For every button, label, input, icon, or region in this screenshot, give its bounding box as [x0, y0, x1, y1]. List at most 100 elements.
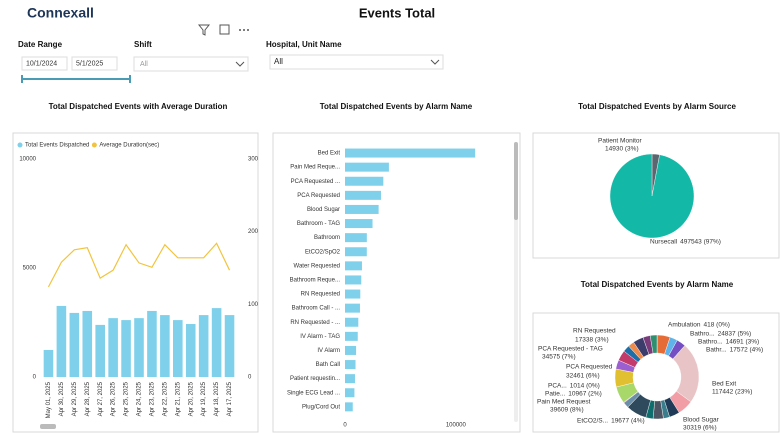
date-end-input[interactable]	[71, 56, 118, 71]
slice-value-label: 14930 (3%)	[605, 146, 639, 153]
slice-value-label: 24837 (5%)	[718, 331, 752, 338]
x-tick-label: Apr 23, 2025	[150, 381, 156, 416]
chevron	[430, 59, 440, 65]
logo: Connexall	[27, 5, 94, 21]
bar	[82, 310, 93, 377]
slider-handle[interactable]	[21, 75, 23, 83]
bar	[211, 308, 222, 377]
y-tick-label: Bathroom Reque...	[290, 278, 341, 284]
date-end: 5/1/2025	[76, 60, 103, 67]
bar	[345, 275, 362, 285]
slice-label: PCA...	[548, 383, 567, 390]
bar	[345, 317, 359, 327]
bar	[345, 204, 379, 214]
legend-swatch	[91, 142, 97, 148]
bar	[345, 360, 356, 370]
bar	[147, 310, 157, 377]
x-tick-label: Apr 28, 2025	[85, 381, 91, 416]
focus-icon[interactable]	[219, 24, 230, 35]
slice-label: Bathr...	[706, 347, 727, 354]
slice-value-label: 1014 (0%)	[570, 383, 600, 390]
y-tick-label: PCA Requested	[297, 193, 340, 199]
date-start-input[interactable]	[21, 56, 68, 71]
y-tick-label: Bathroom Call - ...	[292, 306, 341, 312]
slice-value-label: 418 (0%)	[704, 322, 730, 329]
y2-tick-label: 200	[248, 229, 259, 235]
y2-tick-label: 300	[248, 157, 259, 163]
bar	[173, 320, 183, 377]
bar	[134, 318, 144, 377]
y-tick-label: Single ECG Lead ...	[287, 390, 340, 396]
x-tick-label: 100000	[446, 423, 467, 429]
unit-value: All	[274, 57, 283, 66]
unit-dropdown[interactable]	[269, 54, 444, 70]
slice	[609, 153, 695, 239]
y-tick-label: Blood Sugar	[307, 207, 340, 213]
bar	[56, 305, 67, 377]
shift-value: All	[140, 61, 148, 68]
bar	[345, 402, 353, 412]
slice-value-label: 497543 (97%)	[680, 239, 721, 246]
chart-title: Total Dispatched Events by Alarm Source	[578, 102, 736, 111]
bar	[160, 315, 170, 377]
slice-value-label: 30319 (6%)	[683, 425, 717, 432]
bar	[345, 219, 373, 229]
toolbar-icons[interactable]	[197, 24, 249, 36]
y-tick-label: Plug/Cord Out	[302, 404, 340, 410]
y-tick-label: IV Alarm - TAG	[300, 334, 340, 340]
x-tick-label: Apr 18, 2025	[214, 381, 220, 416]
page-title: Events Total	[359, 5, 435, 20]
filter-icon[interactable]	[197, 24, 211, 36]
y-tick-label: RN Requested	[301, 292, 340, 298]
x-tick-label: Apr 21, 2025	[175, 381, 181, 416]
x-tick-label: Apr 19, 2025	[201, 381, 207, 416]
more-icon[interactable]	[239, 29, 249, 31]
x-tick-label: 0	[343, 423, 347, 429]
chevron	[235, 61, 245, 67]
legend-label: Total Events Dispatched	[25, 143, 89, 149]
bar	[121, 320, 131, 377]
slice	[649, 334, 658, 354]
scrollbar[interactable]	[514, 142, 518, 220]
slice-label: Patient Monitor	[598, 138, 643, 145]
bar	[69, 312, 80, 377]
slice-value-label: 19677 (4%)	[611, 418, 645, 425]
slice-label: RN Requested	[573, 328, 616, 335]
slice-label: Bathro...	[698, 339, 723, 346]
bar	[345, 345, 357, 355]
y-tick-label: PCA Requested ...	[291, 179, 341, 185]
y-tick-label: Pain Med Reque...	[290, 165, 340, 171]
slice-value-label: 17572 (4%)	[730, 347, 764, 354]
legend-swatch	[17, 142, 23, 148]
panel	[12, 132, 259, 433]
scrollbar[interactable]	[40, 424, 56, 429]
slice-value-label: 14691 (3%)	[726, 339, 760, 346]
shift-dropdown[interactable]	[133, 56, 249, 72]
x-tick-label: Apr 25, 2025	[124, 381, 130, 416]
y2-tick-label: 0	[248, 375, 252, 381]
x-tick-label: Apr 17, 2025	[227, 381, 233, 416]
bar	[108, 318, 118, 377]
bar	[345, 289, 361, 299]
x-tick-label: Apr 22, 2025	[162, 381, 168, 416]
chart-title: Total Dispatched Events by Alarm Name	[320, 102, 473, 111]
x-tick-label: Apr 30, 2025	[59, 381, 65, 416]
y-tick-label: EtCO2/SpO2	[305, 249, 341, 255]
slice-label: Nursecall	[650, 239, 678, 246]
bar	[345, 162, 389, 172]
y-tick-label: Bathroom	[314, 235, 340, 241]
bar	[345, 176, 384, 186]
slice-label: Patie...	[545, 391, 565, 398]
filter-label: Hospital, Unit Name	[266, 40, 342, 49]
slice-label: Ambulation	[668, 322, 701, 329]
y-tick-label: Water Requested	[294, 263, 340, 269]
x-tick-label: Apr 26, 2025	[111, 381, 117, 416]
slice-value-label: 17338 (3%)	[575, 337, 609, 344]
y-tick-label: Patient requestin...	[290, 376, 340, 382]
bar	[95, 324, 105, 377]
chart-title: Total Dispatched Events with Average Dur…	[49, 102, 228, 111]
bar	[198, 315, 209, 377]
panel	[272, 132, 521, 433]
slider-handle[interactable]	[129, 75, 131, 83]
